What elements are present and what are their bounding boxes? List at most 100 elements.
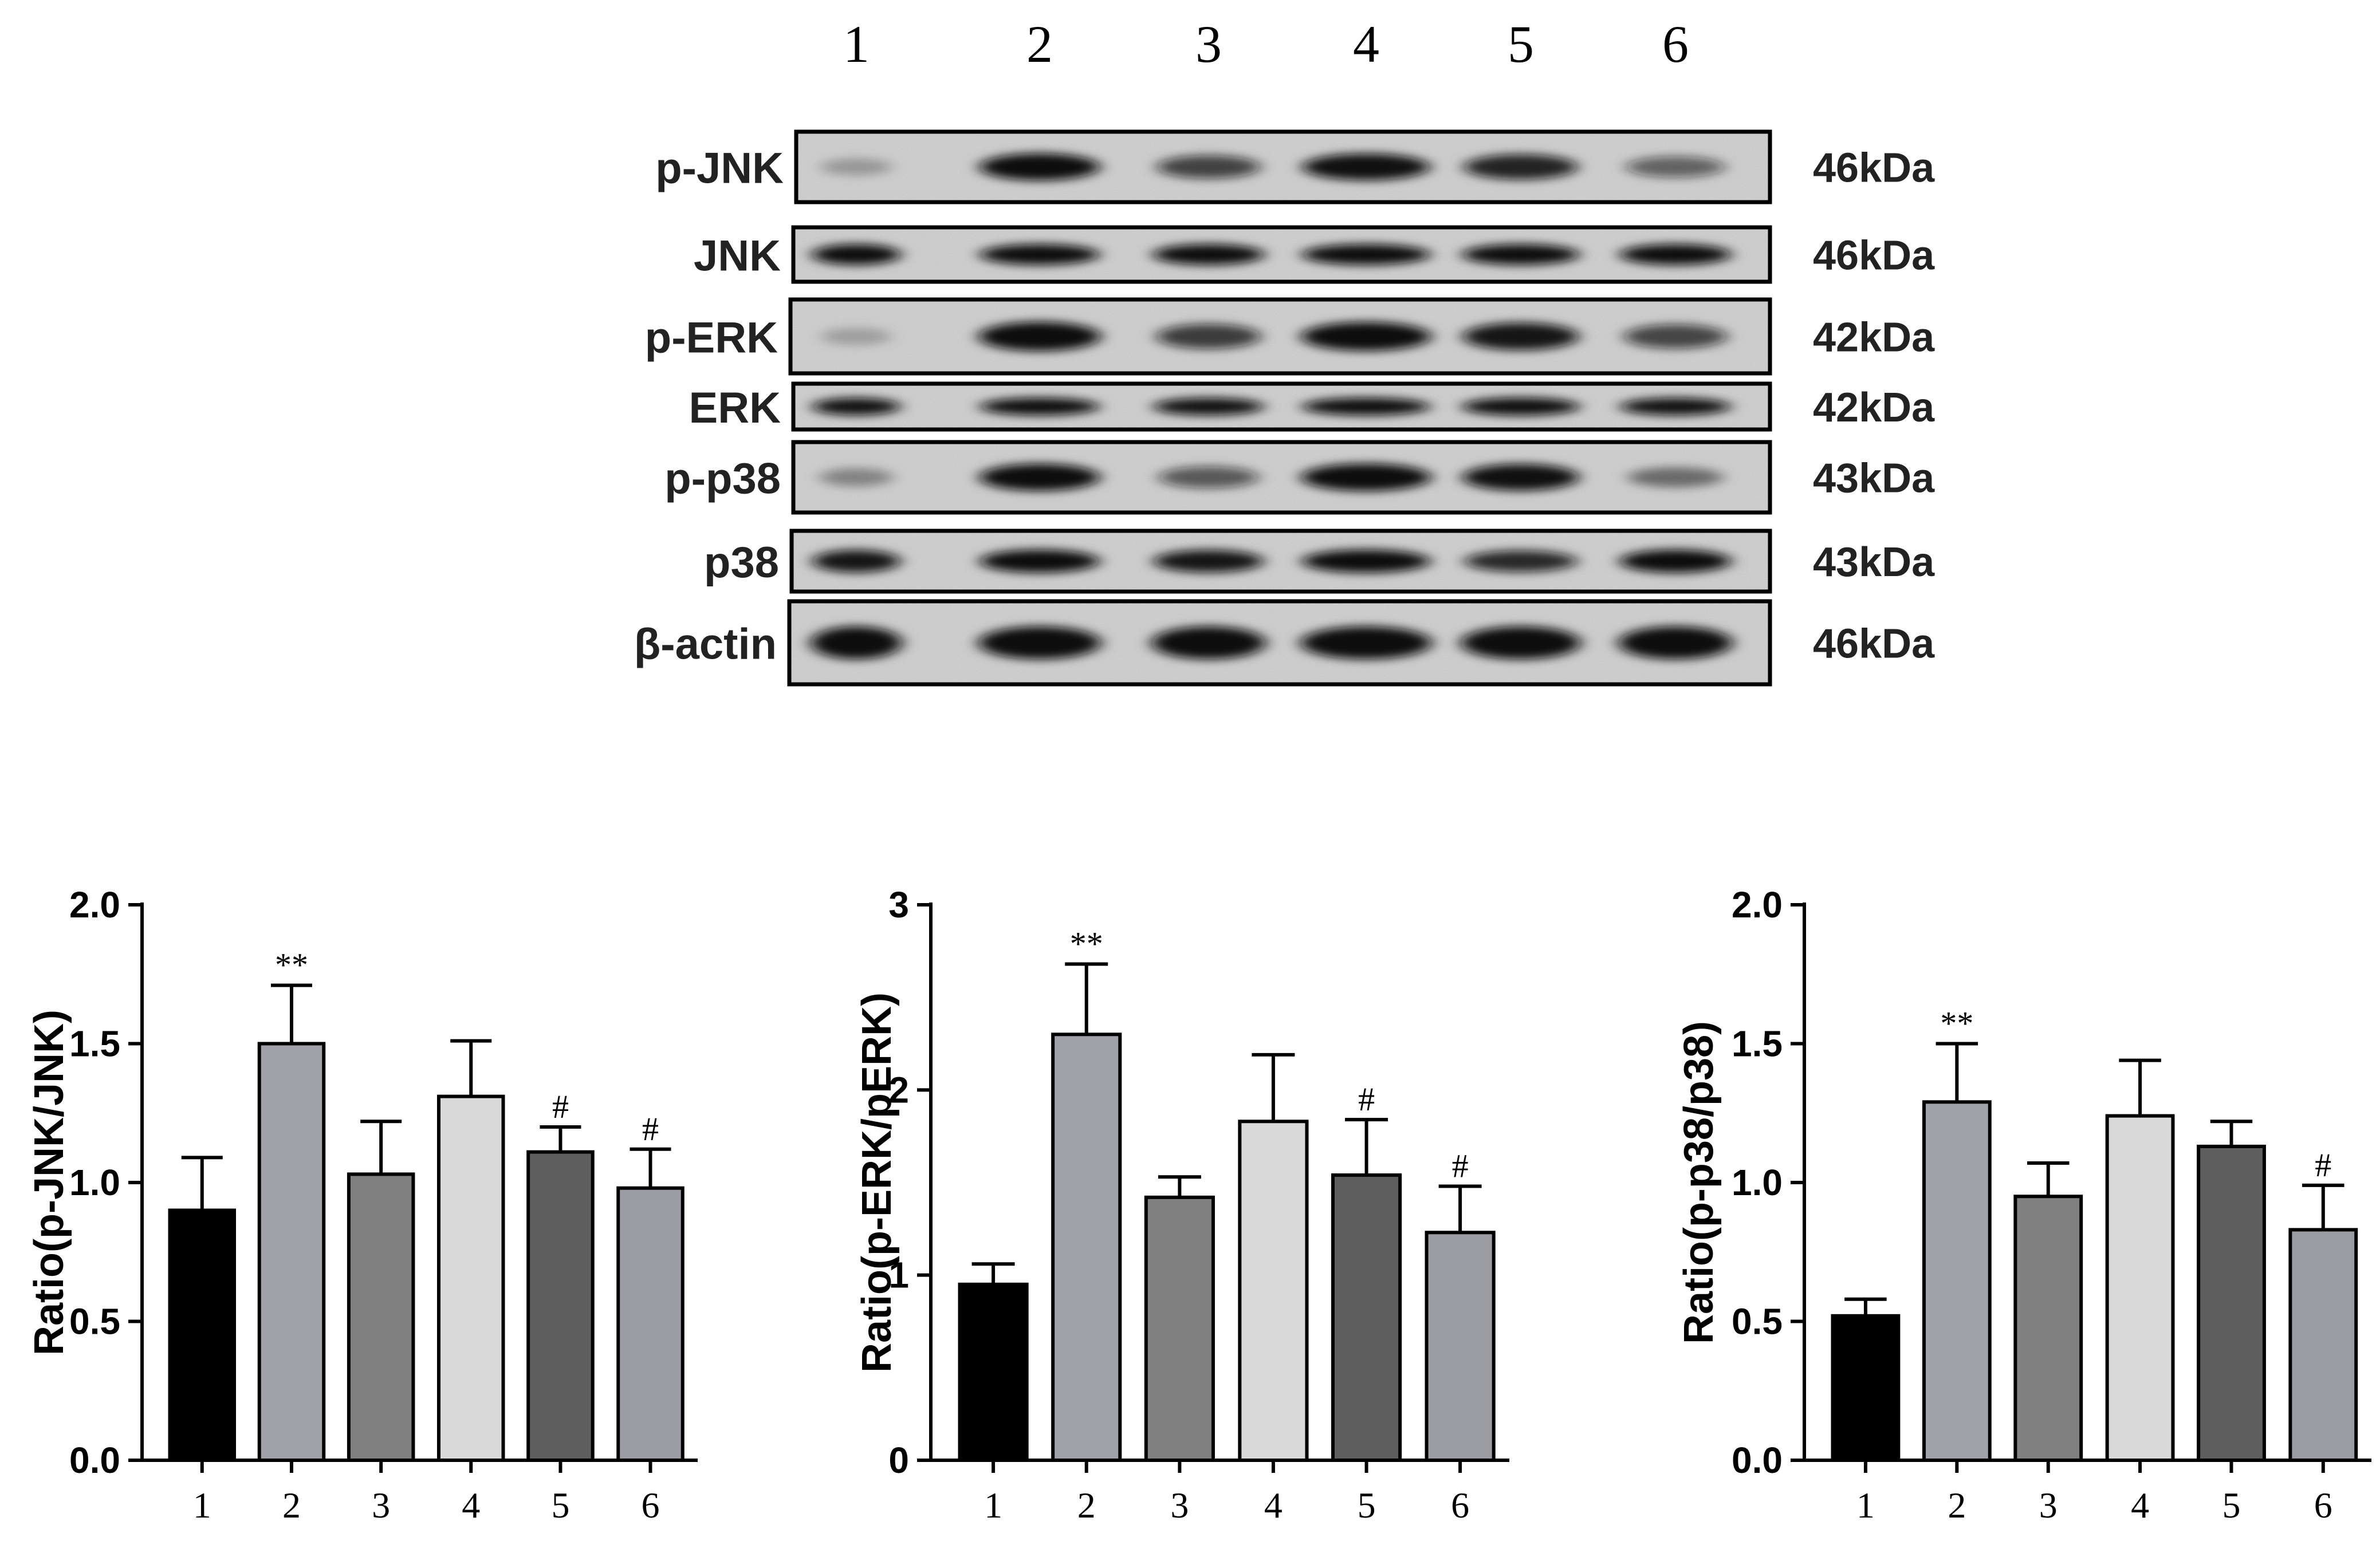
significance-marker: # — [642, 1110, 659, 1148]
x-tick-label: 3 — [1170, 1485, 1189, 1526]
y-tick-label: 0.0 — [69, 1440, 120, 1481]
blot-band — [1151, 626, 1266, 660]
blot-band — [1301, 322, 1431, 351]
blot-row: JNK 46kDa — [694, 225, 1935, 284]
western-blot: 1 2 3 4 5 6 p-JNK 46kDa JNK 46kDa p-ERK 42kDa ERK 42k… — [634, 15, 1935, 687]
molecular-weight-label: 43kDa — [1813, 539, 1935, 585]
y-tick-label: 1 — [888, 1255, 909, 1296]
blot-band — [1302, 153, 1430, 180]
bar — [1238, 1120, 1309, 1463]
blot-band — [978, 626, 1101, 660]
blot-band — [1152, 244, 1265, 265]
blot-band — [1620, 397, 1731, 416]
blot-band — [1158, 466, 1259, 488]
blot-band — [1301, 463, 1431, 491]
x-tick-label: 5 — [1358, 1485, 1376, 1526]
protein-label: ERK — [689, 384, 781, 432]
y-tick-label: 1.0 — [69, 1162, 120, 1203]
bar — [347, 1172, 415, 1462]
blot-texture — [793, 384, 1770, 429]
y-tick-label: 2.0 — [69, 884, 120, 925]
blot-band — [979, 549, 1100, 573]
blot-band — [1461, 626, 1581, 660]
lane-label: 1 — [843, 15, 870, 73]
y-tick-label: 0.5 — [1732, 1301, 1783, 1342]
y-tick-label: 1.0 — [1732, 1162, 1783, 1203]
blot-row: p-ERK 42kDa — [645, 297, 1935, 376]
protein-label: p-JNK — [655, 144, 784, 193]
blot-band — [812, 244, 901, 265]
x-tick-label: 5 — [551, 1485, 569, 1526]
molecular-weight-label: 46kDa — [1813, 145, 1935, 191]
y-tick-label: 2 — [888, 1069, 909, 1110]
bar — [526, 1150, 595, 1462]
blot-texture — [796, 132, 1770, 202]
y-tick-label: 3 — [888, 884, 909, 925]
blot-row: p-p38 43kDa — [664, 440, 1935, 515]
bar — [257, 1042, 326, 1462]
bar — [1144, 1195, 1215, 1463]
blot-band — [1301, 244, 1431, 265]
molecular-weight-label: 46kDa — [1813, 621, 1935, 667]
blot-frame — [791, 381, 1772, 432]
x-tick-label: 2 — [1948, 1485, 1966, 1526]
x-tick-label: 6 — [2314, 1485, 2332, 1526]
lane-label: 3 — [1195, 15, 1222, 73]
blot-texture — [790, 299, 1770, 373]
bar — [958, 1282, 1029, 1462]
bar-chart: 0.0 0.5 1.0 1.5 2.0 Ratio(p-JNK/JNK) 1 2 ** 3 4 5 #6… — [26, 884, 698, 1526]
blot-texture — [792, 531, 1770, 592]
significance-marker: ** — [1070, 925, 1103, 962]
significance-marker: ** — [1940, 1005, 1973, 1042]
blot-band — [1462, 322, 1579, 350]
blot-band — [819, 468, 894, 487]
blot-band — [1153, 397, 1264, 416]
blot-frame — [794, 129, 1772, 204]
blot-band — [1153, 550, 1264, 573]
molecular-weight-label: 42kDa — [1813, 315, 1935, 361]
x-tick-label: 5 — [2222, 1485, 2241, 1526]
bar — [436, 1094, 505, 1462]
lane-label: 6 — [1662, 15, 1689, 73]
bar — [1051, 1032, 1122, 1463]
blot-texture — [789, 601, 1770, 684]
bar — [2197, 1144, 2266, 1462]
bar — [168, 1208, 237, 1462]
x-tick-label: 2 — [282, 1485, 301, 1526]
significance-marker: # — [1358, 1081, 1375, 1118]
x-tick-label: 1 — [1856, 1485, 1875, 1526]
bar — [1331, 1173, 1402, 1462]
blot-band — [979, 244, 1100, 265]
blot-band — [1300, 626, 1432, 660]
blot-band — [1156, 324, 1261, 349]
bar — [2288, 1228, 2358, 1462]
blot-band — [1464, 550, 1578, 572]
blot-band — [979, 397, 1100, 416]
blot-texture — [793, 442, 1770, 513]
blot-band — [1626, 156, 1725, 178]
blot-band — [1156, 155, 1261, 179]
x-tick-label: 1 — [984, 1485, 1002, 1526]
bar — [1831, 1314, 1901, 1463]
blot-band — [1462, 244, 1580, 265]
blot-band — [812, 397, 901, 416]
x-tick-label: 6 — [1451, 1485, 1469, 1526]
protein-label: p38 — [704, 538, 779, 587]
blot-frame — [791, 225, 1772, 284]
lane-label: 2 — [1026, 15, 1053, 73]
y-tick-label: 0 — [888, 1440, 909, 1481]
blot-band — [1301, 549, 1431, 573]
y-tick-label: 0.0 — [1732, 1440, 1783, 1481]
blot-band — [1301, 397, 1431, 416]
blot-band — [1464, 154, 1578, 180]
y-tick-label: 0.5 — [69, 1301, 120, 1342]
blot-frame — [788, 297, 1772, 376]
significance-marker: ** — [275, 947, 308, 984]
blot-frame — [789, 529, 1772, 594]
blot-band — [1618, 626, 1733, 660]
blot-frame — [787, 599, 1772, 687]
blot-band — [1619, 549, 1732, 573]
x-tick-label: 3 — [2039, 1485, 2058, 1526]
bar-chart: 0.0 0.5 1.0 1.5 2.0 Ratio(p-p38/p38) 1 2 ** 3 4 5 6 # — [1676, 884, 2371, 1526]
